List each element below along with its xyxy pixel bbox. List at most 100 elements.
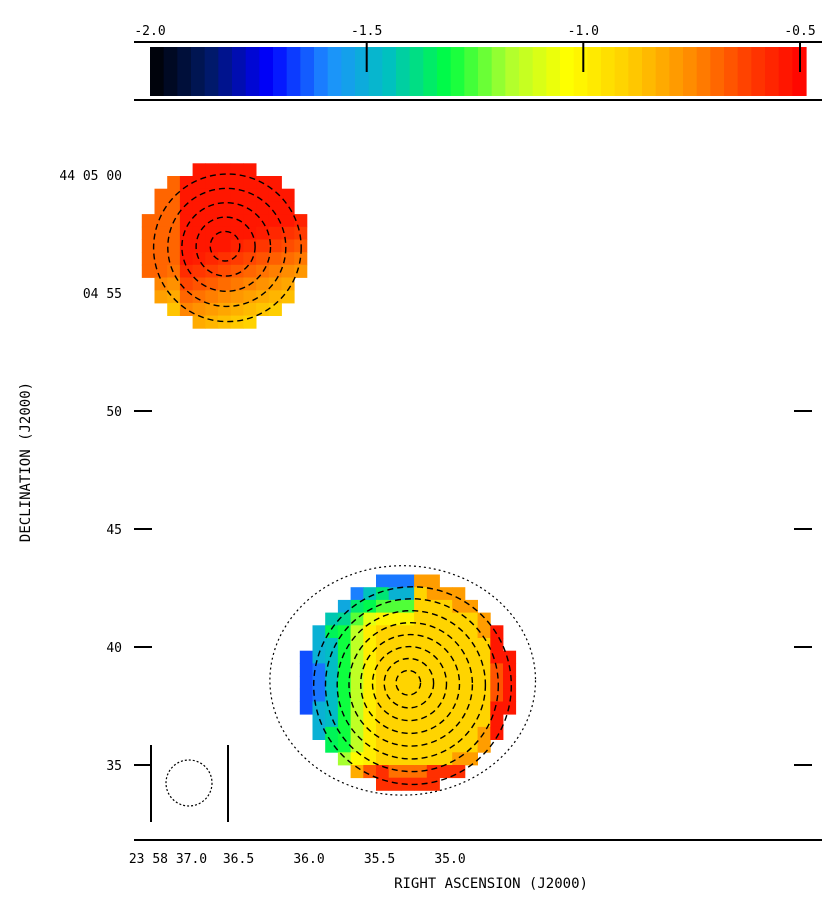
map-pixel: [414, 650, 428, 664]
y-tick-marks: [134, 410, 812, 766]
map-pixel: [218, 302, 232, 316]
colorbar-cell: [396, 47, 411, 96]
colorbar-cell: [532, 47, 547, 96]
colorbar-cell: [737, 47, 752, 96]
contour: [371, 645, 448, 722]
map-pixel: [179, 226, 193, 240]
map-pixel: [414, 688, 428, 702]
map-pixel: [477, 663, 491, 677]
map-pixel: [426, 574, 440, 588]
colorbar-tick-label: -1.0: [568, 24, 599, 39]
map-pixel: [337, 663, 351, 677]
map-pixel: [256, 264, 270, 278]
map-pixel: [141, 252, 155, 266]
map-pixel: [218, 176, 232, 190]
map-pixel: [268, 176, 282, 190]
map-pixel: [414, 625, 428, 639]
contour: [152, 173, 302, 323]
map-pixel: [268, 239, 282, 253]
map-pixel: [426, 587, 440, 601]
beam-box: [150, 745, 229, 822]
colorbar-tick-labels: -2.0 -1.5 -1.0 -0.5: [134, 24, 815, 39]
map-pixel: [464, 752, 478, 766]
map-pixel: [439, 587, 453, 601]
map-pixel: [414, 612, 428, 626]
map-pixel: [477, 650, 491, 664]
map-pixel: [179, 264, 193, 278]
map-pixel: [452, 650, 466, 664]
map-pixel: [243, 290, 257, 304]
map-pixel: [192, 290, 206, 304]
map-pixel: [401, 625, 415, 639]
map-pixel: [350, 688, 364, 702]
map-pixel: [363, 688, 377, 702]
map-pixel: [477, 714, 491, 728]
x-tick-labels: 23 58 37.0 36.5 36.0 35.5 35.0: [129, 852, 466, 867]
map-pixel: [401, 638, 415, 652]
map-pixel: [388, 777, 402, 791]
map-pixel: [350, 765, 364, 779]
colorbar-cell: [642, 47, 657, 96]
contour: [324, 598, 500, 773]
map-pixel: [312, 726, 326, 740]
contour: [383, 657, 435, 709]
map-pixel: [414, 587, 428, 601]
map-pixel: [243, 226, 257, 240]
map-pixel: [388, 625, 402, 639]
y-tick-label: 35: [106, 759, 122, 774]
map-pixel: [426, 726, 440, 740]
map-pixel: [312, 701, 326, 715]
colorbar-cell: [245, 47, 260, 96]
map-pixel: [205, 188, 219, 202]
map-pixel: [218, 277, 232, 291]
map-pixel: [477, 612, 491, 626]
map-pixel: [192, 315, 206, 329]
map-pixel: [414, 663, 428, 677]
map-pixel: [452, 726, 466, 740]
map-pixel: [268, 214, 282, 228]
map-pixel: [376, 726, 390, 740]
map-pixel: [426, 752, 440, 766]
map-pixel: [179, 277, 193, 291]
map-pixel: [350, 625, 364, 639]
colorbar-cell: [683, 47, 698, 96]
map-pixel: [325, 714, 339, 728]
map-pixel: [401, 765, 415, 779]
map-pixel: [218, 264, 232, 278]
map-pixel: [426, 765, 440, 779]
map-pixel: [439, 625, 453, 639]
map-pixel: [477, 701, 491, 715]
map-pixel: [218, 201, 232, 215]
map-pixel: [452, 612, 466, 626]
map-pixel: [218, 290, 232, 304]
colorbar-cell: [191, 47, 206, 96]
map-pixel: [464, 701, 478, 715]
map-pixel: [401, 676, 415, 690]
map-pixel: [167, 290, 181, 304]
map-pixel: [205, 302, 219, 316]
source-2: [299, 574, 517, 791]
map-pixel: [312, 638, 326, 652]
map-pixel: [426, 777, 440, 791]
colorbar-cell: [464, 47, 479, 96]
colorbar-tick-label: -2.0: [134, 24, 165, 39]
map-pixel: [312, 688, 326, 702]
map-pixel: [154, 290, 168, 304]
map-pixel: [179, 239, 193, 253]
map-pixel: [325, 625, 339, 639]
colorbar-cell: [601, 47, 616, 96]
map-pixel: [477, 625, 491, 639]
map-pixel: [503, 701, 517, 715]
map-pixel: [243, 302, 257, 316]
map-pixel: [281, 264, 295, 278]
contour: [336, 610, 487, 760]
map-pixel: [376, 663, 390, 677]
map-pixel: [414, 726, 428, 740]
colorbar-cell: [163, 47, 178, 96]
map-pixel: [464, 676, 478, 690]
map-pixel: [376, 638, 390, 652]
map-pixel: [281, 201, 295, 215]
map-pixel: [230, 214, 244, 228]
map-pixel: [268, 188, 282, 202]
map-pixel: [179, 188, 193, 202]
